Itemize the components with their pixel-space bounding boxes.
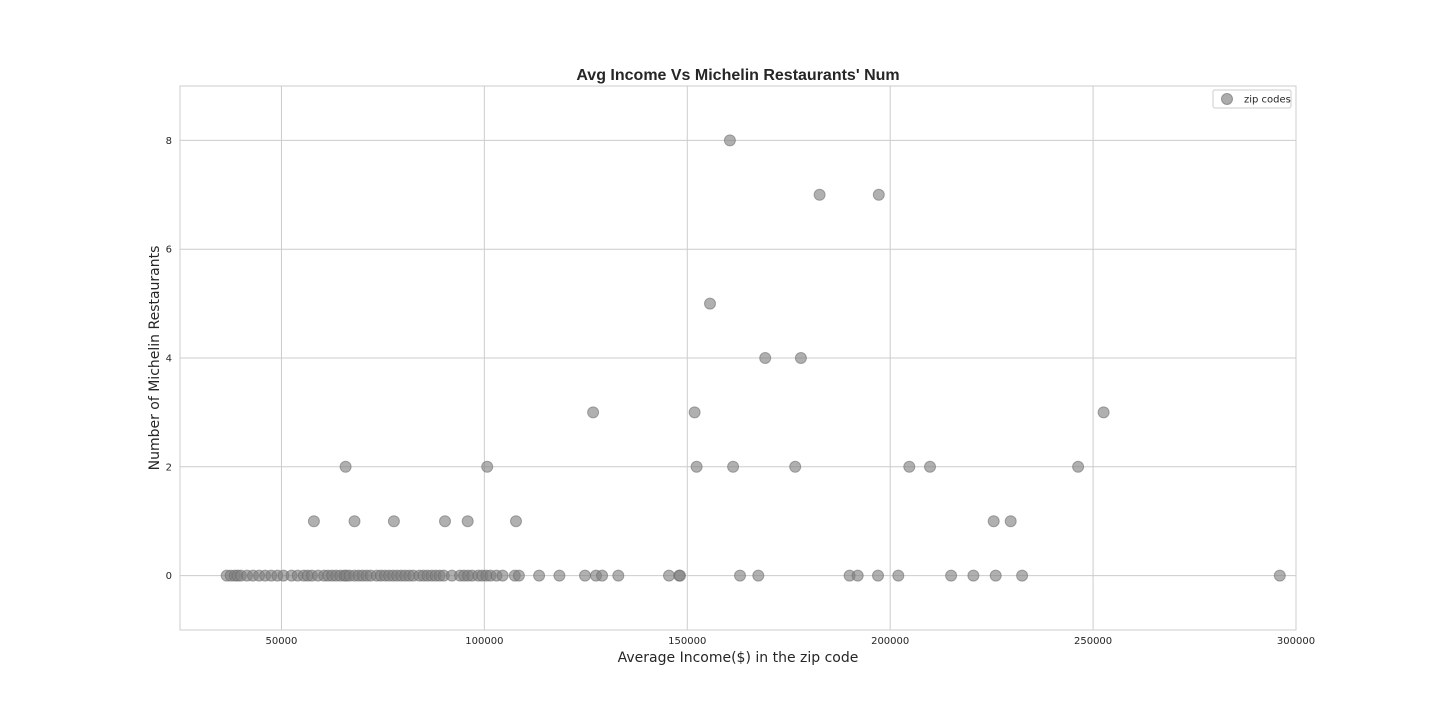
data-point bbox=[789, 460, 802, 473]
legend: zip codes bbox=[1212, 89, 1292, 109]
legend-label: zip codes bbox=[1244, 95, 1291, 106]
data-point bbox=[587, 406, 600, 419]
x-tick-label: 100000 bbox=[465, 636, 503, 647]
grid bbox=[180, 86, 1297, 630]
data-point bbox=[1004, 515, 1017, 528]
x-tick-label: 50000 bbox=[266, 636, 298, 647]
y-tick-label: 8 bbox=[166, 136, 172, 147]
y-axis-label: Number of Michelin Restaurants bbox=[147, 246, 163, 471]
data-point bbox=[674, 569, 686, 582]
data-point bbox=[579, 569, 591, 582]
data-point bbox=[533, 569, 546, 582]
data-point bbox=[307, 515, 320, 528]
data-point bbox=[794, 352, 807, 364]
data-point bbox=[989, 569, 1002, 582]
data-point bbox=[872, 188, 885, 201]
data-point bbox=[387, 515, 400, 528]
legend-box bbox=[1212, 89, 1292, 109]
data-point bbox=[872, 569, 884, 582]
scatter-points bbox=[220, 134, 1286, 582]
data-point bbox=[439, 515, 451, 528]
data-point bbox=[967, 569, 980, 582]
data-point bbox=[348, 515, 361, 528]
data-point bbox=[596, 569, 609, 582]
y-tick-labels: 0 2 4 6 8 bbox=[166, 136, 172, 582]
data-point bbox=[461, 515, 474, 528]
x-axis-label: Average Income($) in the zip code bbox=[618, 650, 859, 666]
data-point bbox=[723, 134, 736, 147]
data-point bbox=[903, 460, 916, 473]
data-point bbox=[1016, 569, 1029, 582]
data-point bbox=[1273, 569, 1286, 582]
data-point bbox=[1072, 460, 1085, 473]
x-tick-label: 300000 bbox=[1277, 636, 1315, 647]
legend-marker bbox=[1221, 93, 1233, 105]
data-point bbox=[851, 569, 864, 582]
x-tick-label: 150000 bbox=[668, 636, 706, 647]
data-point bbox=[734, 569, 746, 582]
data-point bbox=[481, 460, 494, 473]
data-point bbox=[512, 569, 525, 582]
y-tick-label: 0 bbox=[166, 571, 172, 582]
chart-title: Avg Income Vs Michelin Restaurants' Num bbox=[576, 67, 899, 84]
data-point bbox=[688, 406, 701, 419]
data-point bbox=[813, 188, 826, 201]
data-point bbox=[945, 569, 958, 582]
data-point bbox=[987, 515, 1000, 528]
data-point bbox=[752, 569, 765, 582]
data-point bbox=[727, 460, 740, 473]
data-point bbox=[1097, 406, 1110, 419]
data-point bbox=[704, 297, 716, 310]
data-point bbox=[892, 569, 905, 582]
data-point bbox=[924, 460, 936, 473]
data-point bbox=[663, 569, 675, 582]
y-tick-label: 6 bbox=[166, 245, 172, 256]
x-tick-label: 250000 bbox=[1074, 636, 1112, 647]
y-tick-label: 4 bbox=[166, 354, 172, 365]
data-point bbox=[339, 460, 352, 473]
x-tick-labels: 50000 100000 150000 200000 250000 300000 bbox=[266, 636, 1316, 647]
x-tick-label: 200000 bbox=[871, 636, 909, 647]
data-point bbox=[690, 460, 703, 473]
data-point bbox=[496, 569, 509, 582]
data-point bbox=[510, 515, 522, 528]
plot-frame bbox=[179, 85, 1297, 631]
data-point bbox=[553, 569, 566, 582]
y-tick-label: 2 bbox=[166, 462, 172, 473]
data-point bbox=[759, 352, 772, 364]
data-point bbox=[612, 569, 625, 582]
